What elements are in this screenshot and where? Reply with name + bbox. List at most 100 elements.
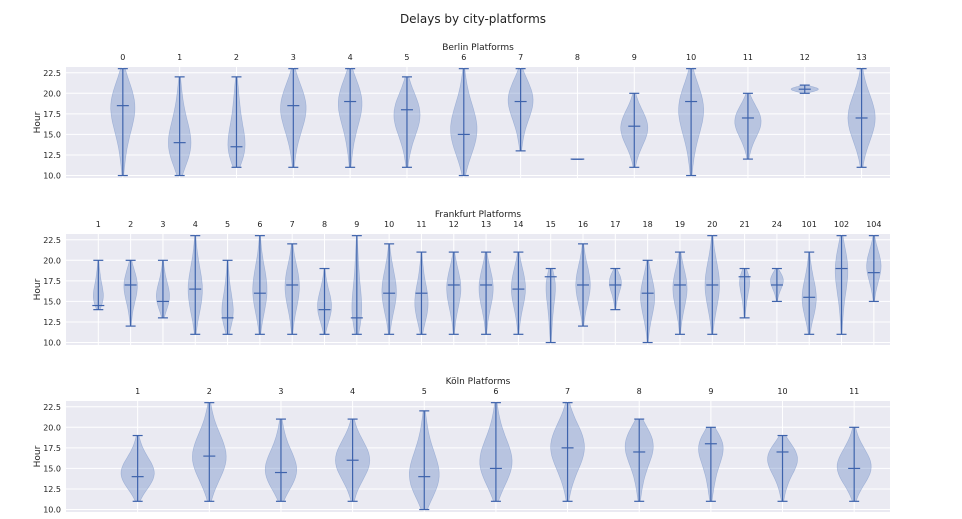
- x-tick-label: 6: [493, 387, 498, 396]
- violin: [168, 76, 192, 177]
- violin: [284, 243, 300, 335]
- violin: [187, 235, 203, 335]
- y-axis-label: Hour: [33, 445, 43, 467]
- violin: [770, 267, 784, 303]
- violin: [801, 251, 817, 335]
- x-tick-label: 9: [354, 220, 359, 229]
- violin: [704, 235, 720, 335]
- x-tick-label: 8: [322, 220, 327, 229]
- x-tick-label: 7: [290, 220, 295, 229]
- x-tick-label: 0: [120, 53, 125, 62]
- violin: [640, 259, 656, 344]
- y-tick-label: 20.0: [43, 256, 61, 265]
- plot-area: [66, 234, 890, 345]
- y-tick-label: 17.5: [43, 110, 61, 119]
- violin: [575, 243, 591, 327]
- violin: [550, 402, 585, 502]
- x-tick-label: 15: [546, 220, 556, 229]
- violin: [446, 251, 462, 335]
- x-tick-label: 16: [578, 220, 588, 229]
- x-tick-label: 12: [800, 53, 810, 62]
- x-tick-label: 19: [675, 220, 685, 229]
- y-tick-label: 20.0: [43, 423, 61, 432]
- x-tick-label: 4: [350, 387, 355, 396]
- x-tick-label: 6: [257, 220, 262, 229]
- violin: [123, 259, 138, 327]
- violin: [414, 251, 429, 335]
- x-tick-label: 7: [518, 53, 523, 62]
- x-tick-label: 21: [739, 220, 749, 229]
- x-tick-label: 5: [404, 53, 409, 62]
- x-tick-label: 18: [643, 220, 653, 229]
- x-tick-label: 11: [416, 220, 426, 229]
- violin: [698, 426, 724, 502]
- x-tick-label: 4: [348, 53, 353, 62]
- panel-2: 10.0 12.5 15.0 17.5 20.0 22.5 1 2 3 4 5 6 7 8 9 10 11 Köl…: [33, 377, 890, 515]
- x-tick-label: 10: [777, 387, 787, 396]
- x-tick-label: 3: [278, 387, 283, 396]
- x-tick-label: 1: [96, 220, 101, 229]
- x-tick-label: 14: [513, 220, 523, 229]
- x-tick-label: 7: [565, 387, 570, 396]
- y-axis-label: Hour: [33, 278, 43, 300]
- panel-1: 10.012.515.017.520.022.51 2 3 4 5 6 7 8 9 10 11 12 1…: [33, 210, 890, 348]
- violin: [120, 434, 155, 502]
- x-tick-label: 3: [160, 220, 165, 229]
- y-tick-label: 20.0: [43, 89, 61, 98]
- violin: [479, 402, 513, 502]
- violin: [672, 251, 688, 335]
- x-tick-label: 1: [135, 387, 140, 396]
- violin: [317, 267, 332, 335]
- violin: [734, 92, 762, 160]
- violin: [350, 235, 363, 335]
- panel-title: Köln Platforms: [446, 377, 511, 387]
- y-tick-label: 22.5: [43, 69, 61, 78]
- x-tick-label: 5: [422, 387, 427, 396]
- x-tick-label: 3: [291, 53, 296, 62]
- y-tick-label: 22.5: [43, 236, 61, 245]
- violin: [836, 426, 872, 502]
- violin: [620, 92, 649, 168]
- x-tick-label: 10: [686, 53, 696, 62]
- x-tick-label: 8: [637, 387, 642, 396]
- violin: [544, 267, 557, 344]
- violin: [381, 243, 397, 335]
- x-tick-label: 11: [743, 53, 753, 62]
- plot-area: [66, 401, 890, 512]
- y-tick-label: 12.5: [43, 485, 61, 494]
- x-tick-label: 10: [384, 220, 394, 229]
- x-tick-label: 101: [802, 220, 817, 229]
- violin: [337, 68, 363, 168]
- violin: [393, 76, 421, 168]
- violin: [767, 434, 798, 502]
- x-tick-label: 5: [225, 220, 230, 229]
- y-tick-label: 15.0: [43, 297, 61, 306]
- y-tick-label: 10.0: [43, 506, 61, 515]
- x-tick-label: 9: [708, 387, 713, 396]
- x-tick-label: 1: [177, 53, 182, 62]
- x-tick-label: 102: [834, 220, 849, 229]
- violin: [678, 68, 705, 177]
- x-tick-label: 8: [575, 53, 580, 62]
- y-tick-label: 12.5: [43, 318, 61, 327]
- violin: [608, 267, 622, 311]
- y-tick-label: 15.0: [43, 464, 61, 473]
- x-tick-label: 24: [772, 220, 782, 229]
- violin: [866, 235, 882, 303]
- violin: [478, 251, 494, 335]
- violin: [335, 418, 371, 502]
- x-tick-label: 104: [866, 220, 881, 229]
- x-tick-label: 13: [481, 220, 491, 229]
- x-tick-label: 2: [128, 220, 133, 229]
- violin: [507, 68, 534, 152]
- violin: [92, 259, 105, 311]
- violin: [624, 418, 654, 502]
- violin: [834, 235, 849, 335]
- x-tick-label: 17: [610, 220, 620, 229]
- x-tick-label: 11: [849, 387, 859, 396]
- violin: [450, 68, 478, 177]
- violin: [252, 235, 268, 335]
- x-tick-label: 4: [193, 220, 198, 229]
- panel-0: 10.012.515.017.520.022.50 1 2 3 4 5 6 7 8 9 10 11 12…: [33, 43, 890, 181]
- x-tick-label: 20: [707, 220, 717, 229]
